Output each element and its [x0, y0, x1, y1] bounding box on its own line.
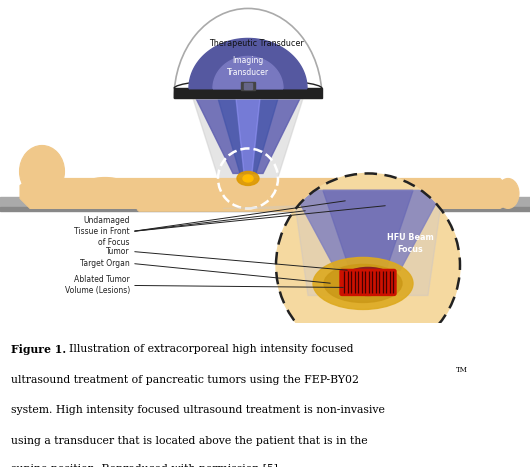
Ellipse shape: [80, 177, 130, 199]
Text: Figure 1.: Figure 1.: [11, 344, 66, 355]
Text: HFU Beam
Focus: HFU Beam Focus: [386, 234, 434, 254]
Bar: [0, 198, 530, 210]
Text: Imaging
Transducer: Imaging Transducer: [227, 57, 269, 77]
Polygon shape: [55, 178, 78, 197]
FancyBboxPatch shape: [137, 193, 363, 212]
Polygon shape: [196, 99, 300, 173]
Polygon shape: [293, 191, 443, 270]
Polygon shape: [323, 191, 413, 270]
Bar: [244, 84, 252, 90]
Bar: [241, 83, 255, 91]
Ellipse shape: [324, 264, 402, 303]
Ellipse shape: [237, 171, 259, 185]
Polygon shape: [174, 88, 322, 99]
Ellipse shape: [313, 257, 413, 310]
Bar: [0, 207, 530, 212]
Polygon shape: [213, 57, 283, 88]
Text: ultrasound treatment of pancreatic tumors using the FEP-BY02: ultrasound treatment of pancreatic tumor…: [11, 375, 359, 384]
Polygon shape: [193, 99, 303, 184]
Polygon shape: [189, 38, 307, 88]
Ellipse shape: [20, 145, 65, 198]
Polygon shape: [20, 178, 510, 208]
Ellipse shape: [497, 178, 519, 208]
Circle shape: [276, 173, 460, 357]
Polygon shape: [236, 99, 260, 173]
Ellipse shape: [243, 175, 253, 182]
Text: using a transducer that is located above the patient that is in the: using a transducer that is located above…: [11, 436, 367, 446]
Polygon shape: [293, 191, 443, 296]
Polygon shape: [174, 8, 322, 99]
FancyBboxPatch shape: [340, 269, 396, 296]
Text: Undamaged
Tissue in Front
of Focus: Undamaged Tissue in Front of Focus: [74, 216, 130, 247]
Text: Ablated Tumor
Volume (Lesions): Ablated Tumor Volume (Lesions): [65, 276, 130, 296]
Text: system. High intensity focused ultrasound treatment is non-invasive: system. High intensity focused ultrasoun…: [11, 405, 384, 415]
Text: TM: TM: [456, 366, 467, 374]
Polygon shape: [223, 205, 428, 208]
Text: Illustration of extracorporeal high intensity focused: Illustration of extracorporeal high inte…: [69, 344, 354, 354]
Text: supine position. Reproduced with permission [5].: supine position. Reproduced with permiss…: [11, 464, 281, 467]
Text: Tumor: Tumor: [107, 247, 130, 256]
Ellipse shape: [340, 268, 395, 296]
Text: Target Organ: Target Organ: [80, 259, 130, 268]
Polygon shape: [218, 99, 278, 173]
Text: Therapeutic Transducer: Therapeutic Transducer: [209, 39, 303, 48]
